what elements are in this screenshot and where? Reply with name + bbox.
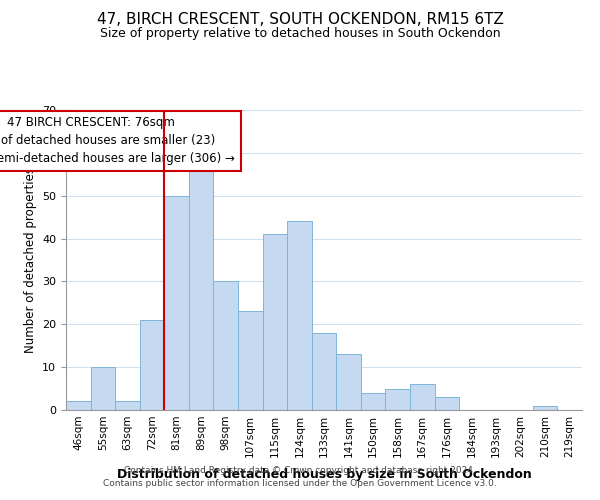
Bar [115, 402, 140, 410]
Bar [140, 320, 164, 410]
Text: Contains HM Land Registry data © Crown copyright and database right 2024.
Contai: Contains HM Land Registry data © Crown c… [103, 466, 497, 487]
Bar [312, 333, 336, 410]
Bar [410, 384, 434, 410]
Bar [263, 234, 287, 410]
Y-axis label: Number of detached properties: Number of detached properties [23, 167, 37, 353]
Text: 47, BIRCH CRESCENT, SOUTH OCKENDON, RM15 6TZ: 47, BIRCH CRESCENT, SOUTH OCKENDON, RM15… [97, 12, 503, 28]
Bar [533, 406, 557, 410]
Bar [66, 402, 91, 410]
Bar [385, 388, 410, 410]
Bar [91, 367, 115, 410]
Bar [214, 282, 238, 410]
Bar [238, 312, 263, 410]
Bar [164, 196, 189, 410]
X-axis label: Distribution of detached houses by size in South Ockendon: Distribution of detached houses by size … [116, 468, 532, 481]
Text: Size of property relative to detached houses in South Ockendon: Size of property relative to detached ho… [100, 28, 500, 40]
Bar [189, 162, 214, 410]
Bar [361, 393, 385, 410]
Bar [336, 354, 361, 410]
Text: 47 BIRCH CRESCENT: 76sqm
← 7% of detached houses are smaller (23)
93% of semi-de: 47 BIRCH CRESCENT: 76sqm ← 7% of detache… [0, 116, 235, 166]
Bar [434, 397, 459, 410]
Bar [287, 222, 312, 410]
